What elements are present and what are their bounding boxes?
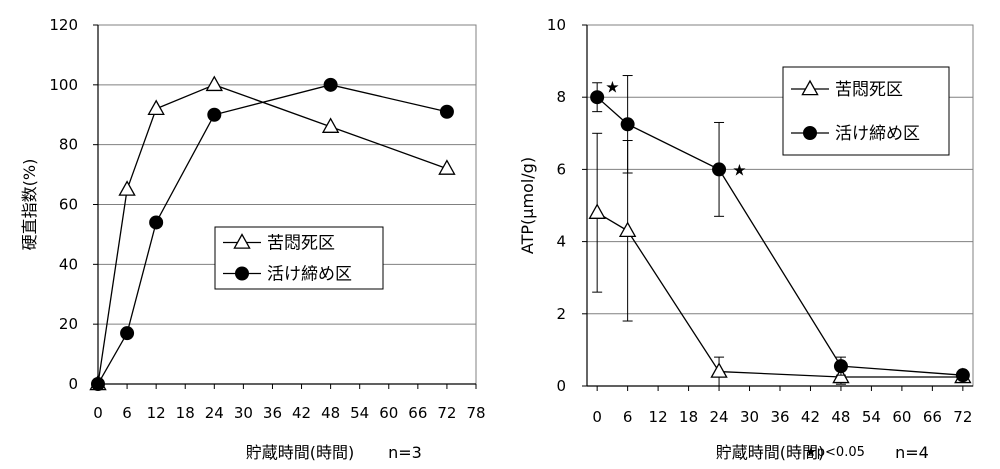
series-line [97,84,448,385]
data-point [618,221,637,238]
x-tick-label: 0 [592,408,602,426]
x-tick-label: 54 [350,404,369,422]
chart-rigor-index: 0 20 40 60 80 100 120 0 6 12 18 24 30 36 42 48 54 60 66 72 7… [20,16,486,462]
x-axis-title: 貯蔵時間(時間) [716,443,825,462]
y-tick-label: 4 [556,233,566,251]
data-point [833,359,848,374]
data-point [91,377,105,391]
sample-size-note: n=3 [388,443,422,462]
legend-label: 苦悶死区 [835,80,903,100]
data-point [438,159,456,175]
y-tick-label: 120 [49,16,78,34]
x-tick-label: 54 [862,408,881,426]
x-axis-title: 貯蔵時間(時間) [246,443,355,462]
y-tick-label: 40 [59,255,78,273]
x-tick-label: 6 [122,404,132,422]
legend-label: 活け締め区 [267,265,352,285]
series-2 [91,77,454,391]
y-axis-title: ATP(μmol/g) [518,157,537,254]
y-tick-label: 100 [49,76,78,94]
x-tick-label: 18 [176,404,195,422]
data-point [439,104,454,119]
x-tick-label: 48 [321,404,340,422]
y-tick-label: 8 [556,88,566,106]
data-point [118,180,136,196]
x-tick-label: 60 [379,404,398,422]
legend-marker [235,266,249,281]
y-axis-title: 硬直指数(%) [20,159,39,251]
y-tick-label: 2 [556,305,566,323]
data-point [590,90,605,105]
x-tick-label: 24 [205,404,224,422]
data-point [712,162,727,177]
x-tick-label: 12 [147,404,166,422]
legend-marker [803,126,817,140]
y-tick-label: 20 [59,315,78,333]
legend-label: 苦悶死区 [267,234,335,254]
x-tick-label: 72 [437,404,456,422]
x-tick-label: 42 [292,404,311,422]
x-tick-label: 30 [234,404,253,422]
y-tick-label: 60 [59,196,78,214]
x-tick-label: 18 [679,408,698,426]
y-tick-label: 0 [556,377,566,395]
series-line [596,212,963,378]
data-point [147,99,165,116]
data-point [120,326,135,341]
significance-star: ★ [732,160,746,179]
series-2 [590,75,970,383]
y-tick-label: 10 [547,16,566,34]
x-tick-label: 12 [649,408,668,426]
data-point [205,75,224,92]
x-tick-label: 30 [740,408,759,426]
legend-marker [233,233,251,249]
series-1 [588,132,972,387]
data-point [710,362,728,378]
data-point [620,117,635,132]
x-tick-label: 78 [466,404,485,422]
series-line [97,84,448,385]
x-tick-label: 36 [770,408,789,426]
x-tick-label: 72 [953,408,972,426]
x-tick-label: 24 [710,408,729,426]
data-point [588,203,606,219]
x-tick-label: 42 [801,408,820,426]
data-point [323,77,338,92]
significance-note: ★p<0.05 [805,445,865,460]
x-tick-label: 6 [623,408,633,426]
x-tick-label: 66 [408,404,427,422]
x-tick-label: 60 [892,408,911,426]
significance-star: ★ [605,77,619,96]
y-tick-label: 0 [68,375,78,393]
data-point [207,107,222,122]
x-tick-label: 66 [923,408,942,426]
x-tick-label: 36 [263,404,282,422]
data-point [832,367,850,384]
data-point [955,368,970,383]
sample-size-note: n=4 [895,443,929,462]
data-point [149,215,164,230]
y-tick-label: 80 [59,136,78,154]
data-point [321,117,340,133]
x-tick-label: 48 [831,408,850,426]
x-tick-label: 0 [93,404,103,422]
y-tick-label: 6 [556,160,566,178]
legend-box [782,66,950,156]
legend-marker [801,79,819,96]
legend-label: 活け締め区 [835,124,920,144]
